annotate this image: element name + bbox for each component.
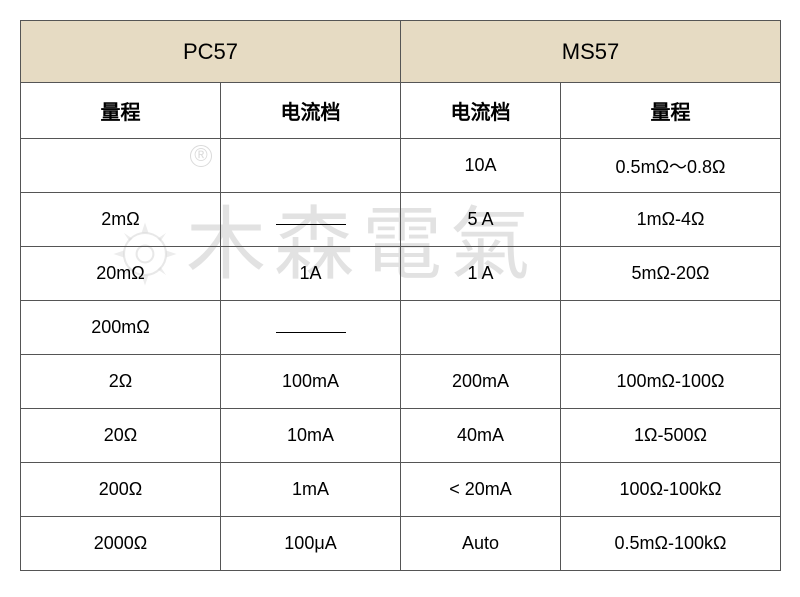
comparison-table: PC57 MS57 量程 电流档 电流档 量程 10A0.5mΩ～0.8Ω2mΩ… — [20, 20, 781, 571]
table-cell: 1mΩ-4Ω — [561, 193, 781, 247]
table-cell: 1mA — [221, 463, 401, 517]
table-cell: 2mΩ — [21, 193, 221, 247]
table-cell: 200mΩ — [21, 301, 221, 355]
table-row: 2mΩ 5 A1mΩ-4Ω — [21, 193, 781, 247]
table-cell: 100Ω-100kΩ — [561, 463, 781, 517]
table-cell: 1A — [221, 247, 401, 301]
table-row: 20Ω10mA40mA1Ω-500Ω — [21, 409, 781, 463]
table-cell: 100μA — [221, 517, 401, 571]
table-cell: 1Ω-500Ω — [561, 409, 781, 463]
table-row: 10A0.5mΩ～0.8Ω — [21, 139, 781, 193]
header-ms57: MS57 — [401, 21, 781, 83]
table-cell — [221, 193, 401, 247]
table-row: 2Ω100mA200mA100mΩ-100Ω — [21, 355, 781, 409]
table-cell: 2000Ω — [21, 517, 221, 571]
table-row: 20mΩ1A1 A5mΩ-20Ω — [21, 247, 781, 301]
table-cell: 200mA — [401, 355, 561, 409]
dash-line — [276, 224, 346, 225]
table-cell: 5mΩ-20Ω — [561, 247, 781, 301]
table-cell: 40mA — [401, 409, 561, 463]
table-cell: 2Ω — [21, 355, 221, 409]
col-header-range-pc: 量程 — [21, 83, 221, 139]
table-cell: 100mA — [221, 355, 401, 409]
table-cell: 5 A — [401, 193, 561, 247]
table-cell: 10A — [401, 139, 561, 193]
table-cell: Auto — [401, 517, 561, 571]
table-cell: 200Ω — [21, 463, 221, 517]
table-cell: 10mA — [221, 409, 401, 463]
table-cell — [401, 301, 561, 355]
header-pc57: PC57 — [21, 21, 401, 83]
table-cell — [561, 301, 781, 355]
table-cell — [221, 139, 401, 193]
table-row: 200Ω1mA< 20mA100Ω-100kΩ — [21, 463, 781, 517]
table-cell: 0.5mΩ-100kΩ — [561, 517, 781, 571]
table-cell: 0.5mΩ～0.8Ω — [561, 139, 781, 193]
table-container: ® 木森電氣 PC57 MS57 量程 电流档 电流档 量程 10A0.5mΩ～… — [20, 20, 780, 571]
col-header-current-pc: 电流档 — [221, 83, 401, 139]
sub-header-row: 量程 电流档 电流档 量程 — [21, 83, 781, 139]
table-row: 2000Ω100μAAuto0.5mΩ-100kΩ — [21, 517, 781, 571]
table-cell — [221, 301, 401, 355]
table-cell: 20mΩ — [21, 247, 221, 301]
table-row: 200mΩ — [21, 301, 781, 355]
table-cell: 100mΩ-100Ω — [561, 355, 781, 409]
dash-line — [276, 332, 346, 333]
table-cell — [21, 139, 221, 193]
col-header-range-ms: 量程 — [561, 83, 781, 139]
table-cell: 20Ω — [21, 409, 221, 463]
table-cell: 1 A — [401, 247, 561, 301]
top-header-row: PC57 MS57 — [21, 21, 781, 83]
table-cell: < 20mA — [401, 463, 561, 517]
col-header-current-ms: 电流档 — [401, 83, 561, 139]
